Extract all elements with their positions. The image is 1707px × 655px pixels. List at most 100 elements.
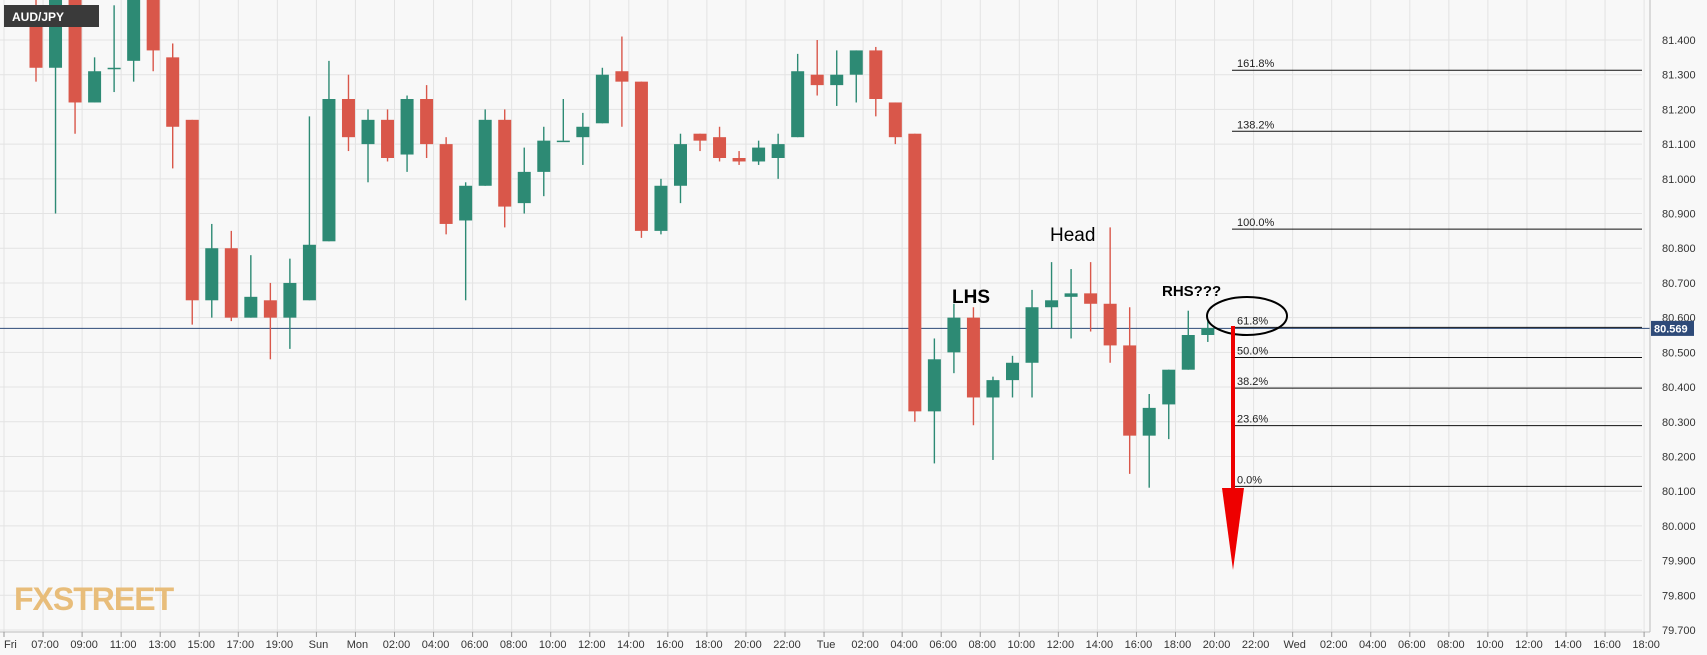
x-tick-label: 18:00 <box>1632 639 1660 651</box>
candle <box>420 85 434 158</box>
x-tick-label: 08:00 <box>1437 639 1465 651</box>
candle <box>1025 289 1039 398</box>
candle <box>166 43 180 169</box>
y-tick-label: 80.700 <box>1662 278 1696 290</box>
candle <box>830 50 844 106</box>
candle <box>381 109 395 162</box>
candle <box>986 376 1000 460</box>
candle <box>459 182 473 301</box>
y-tick-label: 79.700 <box>1662 625 1696 637</box>
candle <box>752 140 766 165</box>
x-tick-label: 06:00 <box>461 639 489 651</box>
symbol-label: AUD/JPY <box>12 10 64 24</box>
x-tick-label: 08:00 <box>500 639 528 651</box>
x-tick-label: 19:00 <box>266 639 294 651</box>
candle <box>205 223 219 318</box>
candle <box>1123 307 1137 474</box>
candle <box>88 57 102 103</box>
candle <box>791 53 805 138</box>
candle <box>615 36 629 127</box>
candle <box>127 0 141 82</box>
candle <box>888 102 902 145</box>
y-tick-label: 80.800 <box>1662 243 1696 255</box>
x-tick-label: Wed <box>1283 639 1305 651</box>
x-tick-label: 10:00 <box>1008 639 1036 651</box>
x-tick-label: 20:00 <box>734 639 762 651</box>
candle <box>498 109 512 228</box>
fib-label: 138.2% <box>1237 119 1275 131</box>
candle <box>556 99 570 143</box>
candle <box>322 60 336 242</box>
y-tick-label: 80.000 <box>1662 521 1696 533</box>
x-tick-label: 10:00 <box>1476 639 1504 651</box>
fib-label: 50.0% <box>1237 346 1268 358</box>
candle <box>341 74 355 152</box>
fib-label: 161.8% <box>1237 58 1275 70</box>
candle <box>517 147 531 214</box>
candle <box>810 40 824 96</box>
candle <box>1064 269 1078 339</box>
x-tick-label: 18:00 <box>695 639 723 651</box>
annotation-lhs: LHS <box>952 287 990 308</box>
x-tick-label: 06:00 <box>1398 639 1426 651</box>
x-tick-label: 04:00 <box>422 639 450 651</box>
x-tick-label: 22:00 <box>1242 639 1270 651</box>
y-tick-label: 80.400 <box>1662 382 1696 394</box>
annotation-rhs: RHS??? <box>1162 283 1221 300</box>
fib-label: 38.2% <box>1237 376 1268 388</box>
x-axis: Fri 07:00 09:00 11:00 13:00 15:00 17:00 19:00 Su… <box>0 631 1660 651</box>
candle <box>966 307 980 426</box>
x-tick-label: 02:00 <box>851 639 879 651</box>
x-tick-label: 04:00 <box>890 639 918 651</box>
candle <box>263 282 277 360</box>
x-tick-label: 12:00 <box>1515 639 1543 651</box>
x-tick-label: 14:00 <box>1086 639 1114 651</box>
x-tick-label: 12:00 <box>1047 639 1075 651</box>
candle <box>537 126 551 197</box>
x-tick-label: 02:00 <box>1320 639 1348 651</box>
y-tick-label: 80.300 <box>1662 417 1696 429</box>
candle <box>1006 355 1019 398</box>
candle <box>107 5 121 93</box>
fibonacci-levels: 161.8% 138.2% 100.0% 61.8% 50.0% 38.2% 23.6% 0.… <box>1232 58 1642 487</box>
x-tick-label: 17:00 <box>227 639 255 651</box>
candle <box>634 81 648 238</box>
x-tick-label: 14:00 <box>1554 639 1582 651</box>
current-price-value: 80.569 <box>1654 323 1688 335</box>
candle <box>478 109 492 186</box>
x-tick-label: 12:00 <box>578 639 606 651</box>
annotation-head: Head <box>1050 225 1095 246</box>
y-tick-label: 81.200 <box>1662 104 1696 116</box>
candle <box>185 119 199 325</box>
candle <box>693 133 707 152</box>
y-tick-label: 80.900 <box>1662 209 1696 221</box>
x-tick-label: 18:00 <box>1164 639 1192 651</box>
candle <box>869 46 883 117</box>
fib-label: 61.8% <box>1237 315 1268 327</box>
x-tick-label: 16:00 <box>656 639 684 651</box>
x-tick-label: 16:00 <box>1593 639 1621 651</box>
y-tick-label: 79.800 <box>1662 590 1696 602</box>
x-tick-label: 09:00 <box>70 639 98 651</box>
y-tick-label: 81.100 <box>1662 139 1696 151</box>
y-tick-label: 81.000 <box>1662 174 1696 186</box>
y-tick-label: 81.400 <box>1662 35 1696 47</box>
candle <box>908 133 922 422</box>
candle <box>654 178 668 235</box>
candle <box>576 112 590 165</box>
y-tick-label: 80.500 <box>1662 347 1696 359</box>
y-tick-label: 80.100 <box>1662 486 1696 498</box>
x-tick-label: 13:00 <box>148 639 176 651</box>
x-tick-label: 14:00 <box>617 639 645 651</box>
fib-label: 0.0% <box>1237 474 1262 486</box>
y-axis: 81.400 81.300 81.200 81.100 81.000 80.900 80.8… <box>1649 0 1696 637</box>
symbol-tag <box>4 5 99 27</box>
candle <box>1103 227 1117 363</box>
x-tick-label: 04:00 <box>1359 639 1387 651</box>
x-tick-label: 08:00 <box>968 639 996 651</box>
candles <box>29 0 1215 488</box>
candle <box>1162 369 1176 440</box>
x-tick-label: 10:00 <box>539 639 567 651</box>
y-tick-label: 81.300 <box>1662 70 1696 82</box>
